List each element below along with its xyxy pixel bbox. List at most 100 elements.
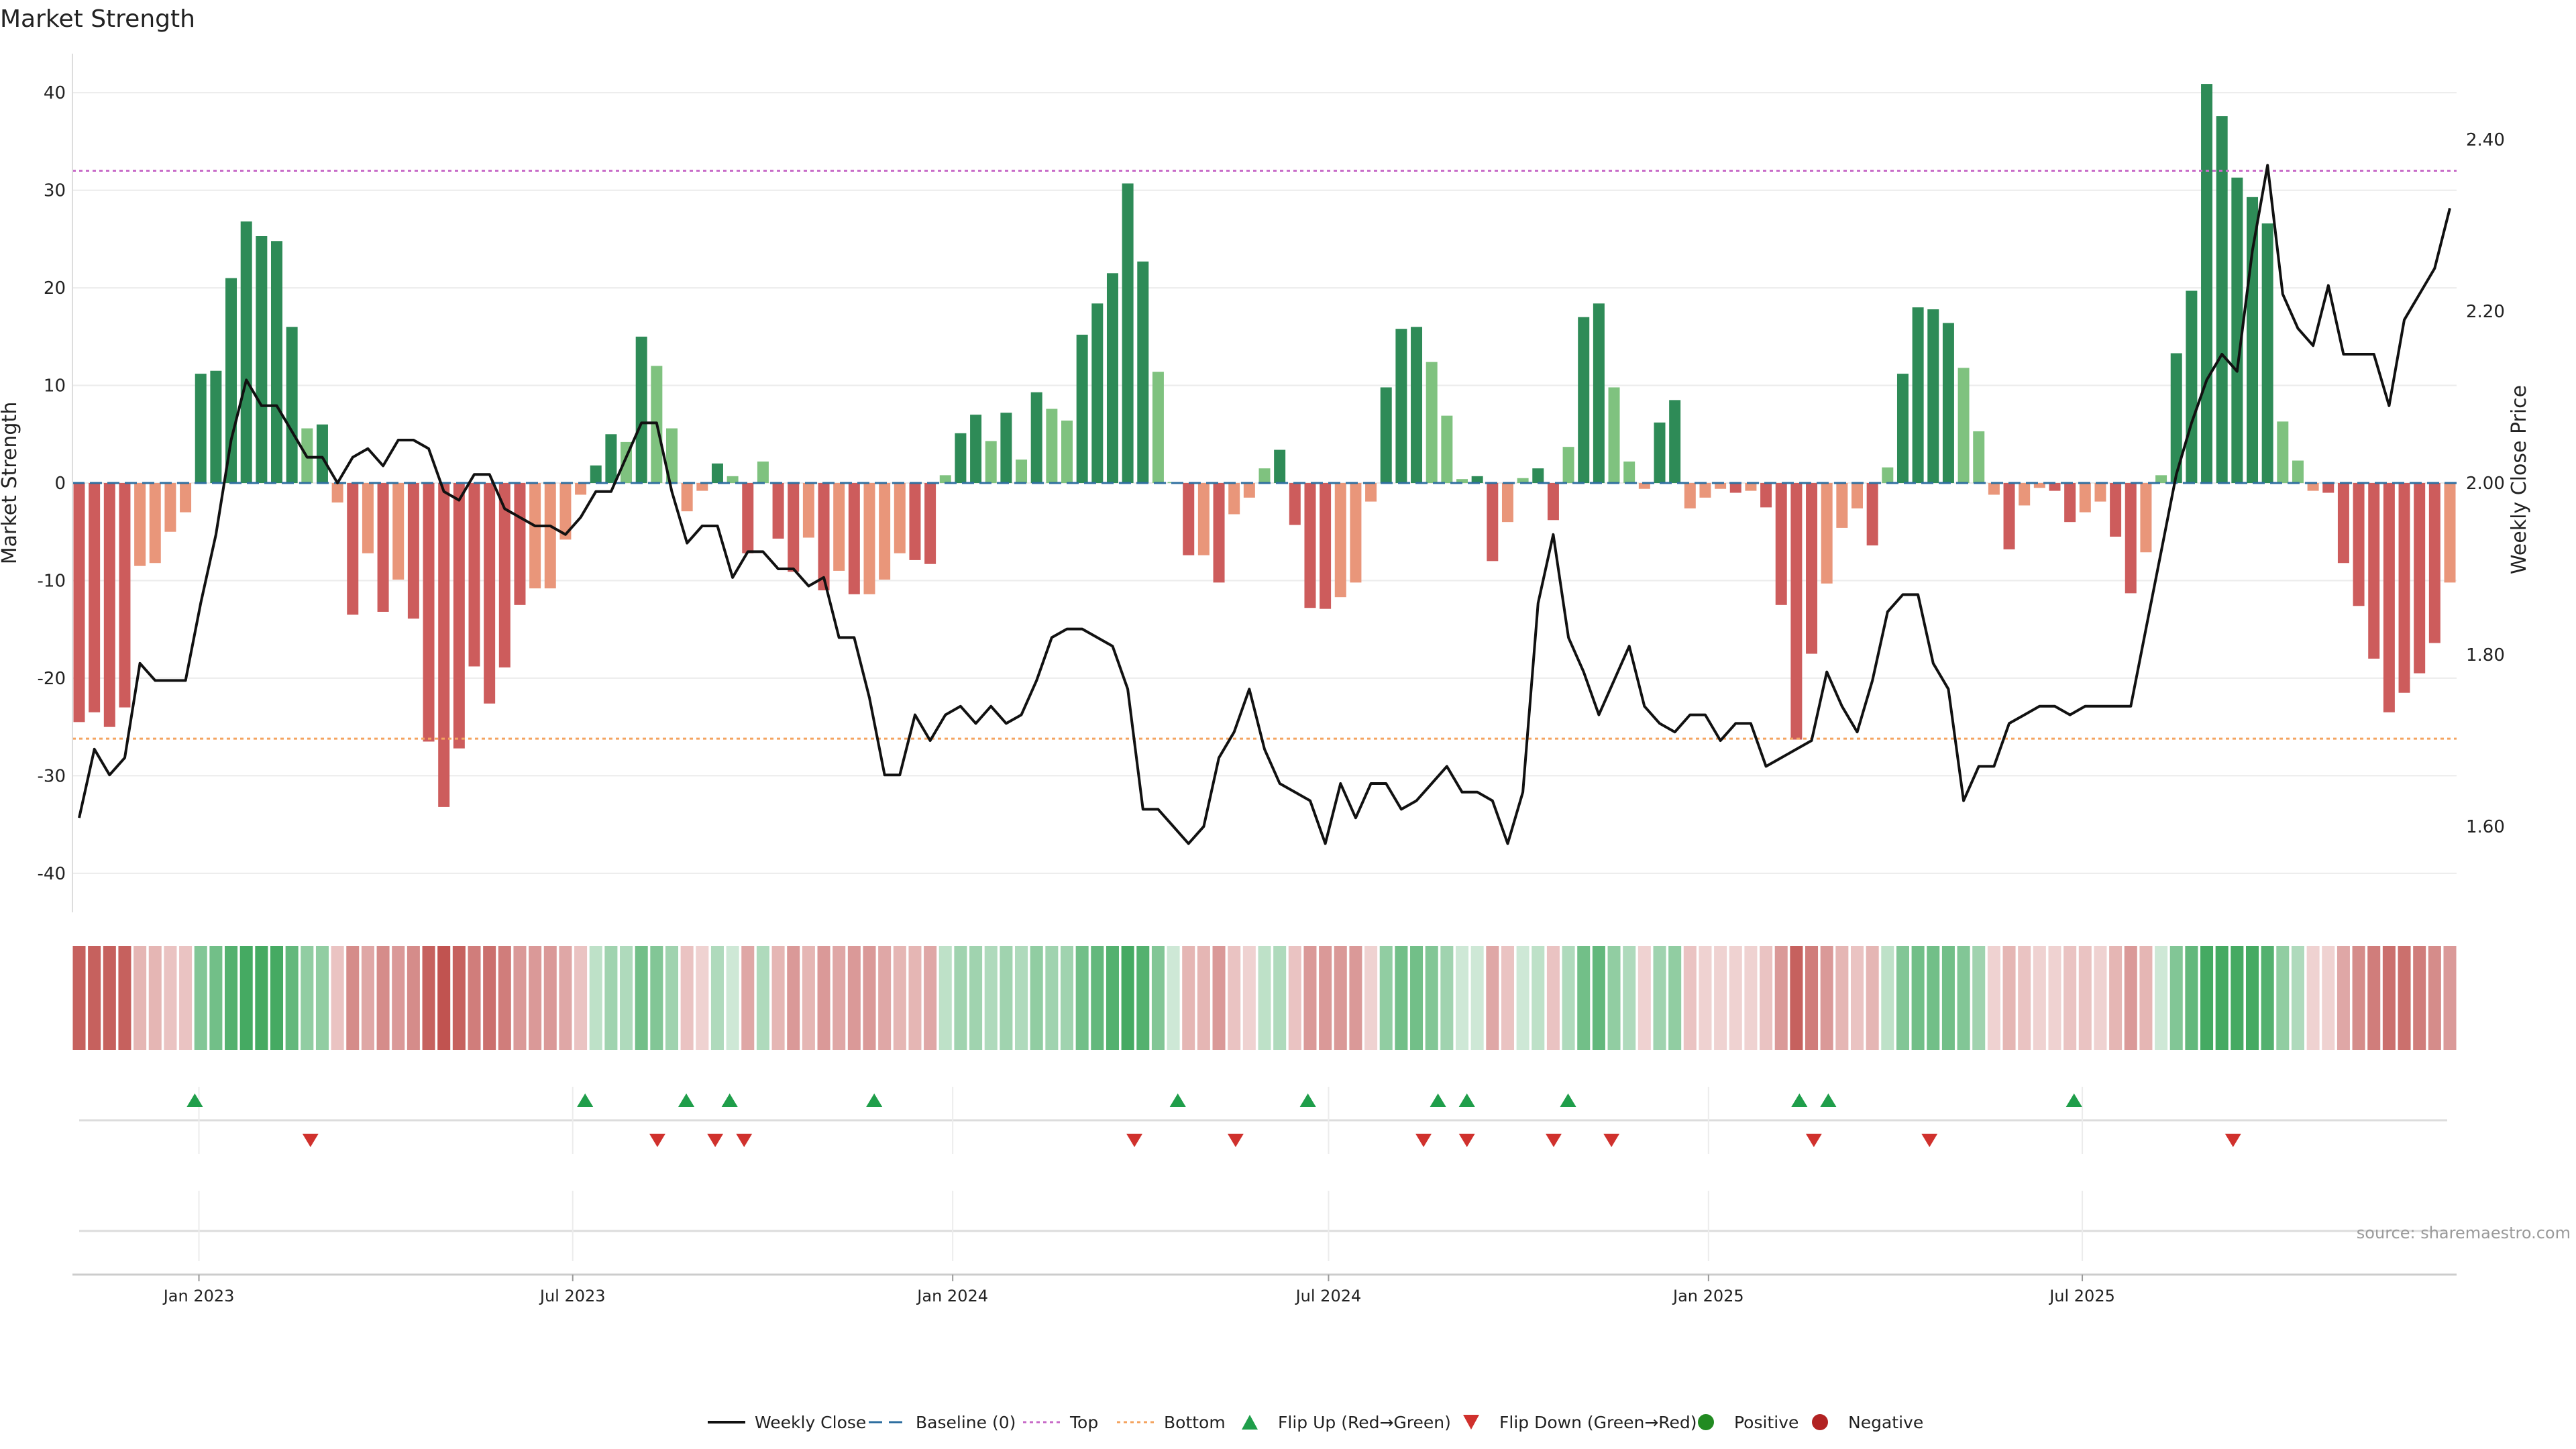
strength-bar xyxy=(924,483,936,564)
strength-bar xyxy=(271,241,282,483)
strength-bar xyxy=(1882,467,1894,483)
strength-bar xyxy=(757,462,769,483)
heat-cell xyxy=(2063,946,2077,1050)
strength-bar xyxy=(1957,368,1970,483)
strength-bar xyxy=(1790,483,1803,740)
strength-bar xyxy=(2170,353,2182,483)
threshold-lines xyxy=(72,170,2457,740)
heat-cell xyxy=(2124,946,2137,1050)
strength-bar xyxy=(2444,483,2456,583)
flip-down-marker xyxy=(1227,1134,1244,1147)
legend-label: Positive xyxy=(1734,1413,1799,1432)
heat-cell xyxy=(2094,946,2107,1050)
strength-bar xyxy=(909,483,921,560)
strength-bar xyxy=(438,483,450,807)
strength-bar xyxy=(377,483,389,612)
strength-bar xyxy=(1395,329,1407,483)
heat-cell xyxy=(1151,946,1165,1050)
flip-up-marker xyxy=(866,1093,883,1107)
heat-cell xyxy=(88,946,101,1050)
heat-cell xyxy=(1364,946,1378,1050)
strength-bar xyxy=(1152,372,1164,483)
x-tick-label: Jan 2023 xyxy=(162,1287,235,1305)
strength-bar xyxy=(2231,177,2243,483)
flip-down-marker xyxy=(736,1134,753,1147)
heat-cell xyxy=(650,946,663,1050)
strength-bar xyxy=(180,483,192,513)
strength-bar xyxy=(2155,475,2167,483)
heat-cell xyxy=(680,946,694,1050)
strength-bar xyxy=(742,483,754,553)
heat-cell xyxy=(1941,946,1955,1050)
heat-cell xyxy=(513,946,527,1050)
heat-cell xyxy=(787,946,800,1050)
heat-cell xyxy=(1212,946,1226,1050)
y-tick-label: 20 xyxy=(44,278,66,299)
flip-markers xyxy=(79,1087,2447,1261)
strength-bar xyxy=(681,483,693,512)
strength-bars xyxy=(73,84,2456,807)
legend-item: Weekly Close xyxy=(708,1413,866,1432)
strength-bar xyxy=(1866,483,1878,546)
strength-bar xyxy=(1456,479,1468,483)
strength-bar xyxy=(2307,483,2319,491)
strength-bar xyxy=(1320,483,1332,609)
strength-bar xyxy=(2414,483,2426,674)
strength-bar xyxy=(2186,290,2198,483)
strength-bar xyxy=(1365,483,1377,502)
strength-bar xyxy=(1638,483,1650,489)
heat-cell xyxy=(1820,946,1833,1050)
heat-cell xyxy=(346,946,360,1050)
strength-bar xyxy=(240,221,252,483)
strength-bar xyxy=(970,415,982,483)
strength-bar xyxy=(256,236,268,483)
strength-bar xyxy=(423,483,435,742)
strength-bar xyxy=(1896,374,1909,483)
strength-bar xyxy=(1684,483,1696,508)
flip-up-marker xyxy=(1458,1093,1475,1107)
strength-bar xyxy=(1517,478,1529,483)
strength-bar xyxy=(818,483,830,590)
strength-bar xyxy=(1183,483,1195,555)
heat-cell xyxy=(1623,946,1636,1050)
heat-cell xyxy=(2291,946,2304,1050)
strength-bar xyxy=(788,483,800,572)
flip-down-marker xyxy=(1805,1134,1822,1147)
flip-down-marker xyxy=(1126,1134,1143,1147)
strength-bar xyxy=(1699,483,1711,498)
strength-bar xyxy=(2094,483,2106,502)
strength-bar xyxy=(772,483,784,539)
flip-down-marker xyxy=(1415,1134,1432,1147)
y-axis-label: Market Strength xyxy=(0,402,21,564)
strength-bar xyxy=(73,483,85,722)
strength-bar xyxy=(316,424,328,483)
heat-cell xyxy=(1410,946,1424,1050)
heat-cell xyxy=(72,946,86,1050)
heat-cell xyxy=(1805,946,1819,1050)
heat-cell xyxy=(194,946,207,1050)
heat-cell xyxy=(2139,946,2153,1050)
strength-bar xyxy=(2398,483,2410,693)
strength-bar xyxy=(1289,483,1301,525)
flip-up-marker xyxy=(1169,1093,1186,1107)
strength-bar xyxy=(2140,483,2152,553)
strength-bar xyxy=(1030,392,1042,483)
flip-up-marker xyxy=(1299,1093,1316,1107)
heat-cell xyxy=(1319,946,1332,1050)
heat-cell xyxy=(1000,946,1013,1050)
heat-cell xyxy=(863,946,876,1050)
strength-bar xyxy=(1715,483,1727,489)
legend-item: Negative xyxy=(1812,1413,1923,1432)
strength-bar xyxy=(635,336,647,483)
strength-bar xyxy=(2383,483,2395,712)
x-tick-label: Jul 2023 xyxy=(539,1287,606,1305)
strength-bar xyxy=(1197,483,1210,555)
y2-tick-label: 2.20 xyxy=(2466,302,2505,322)
axes: -40 -30 -20 -10 0 10 20 30 40 1.60 1.80 2.00 2.20 2.4… xyxy=(0,54,2531,912)
legend: Weekly Close Baseline (0) Top Bottom Flip Up… xyxy=(708,1413,1923,1432)
heat-cell xyxy=(498,946,511,1050)
heat-cell xyxy=(984,946,998,1050)
strength-bar xyxy=(985,441,997,483)
strength-bar xyxy=(407,483,419,619)
heat-cell xyxy=(239,946,253,1050)
